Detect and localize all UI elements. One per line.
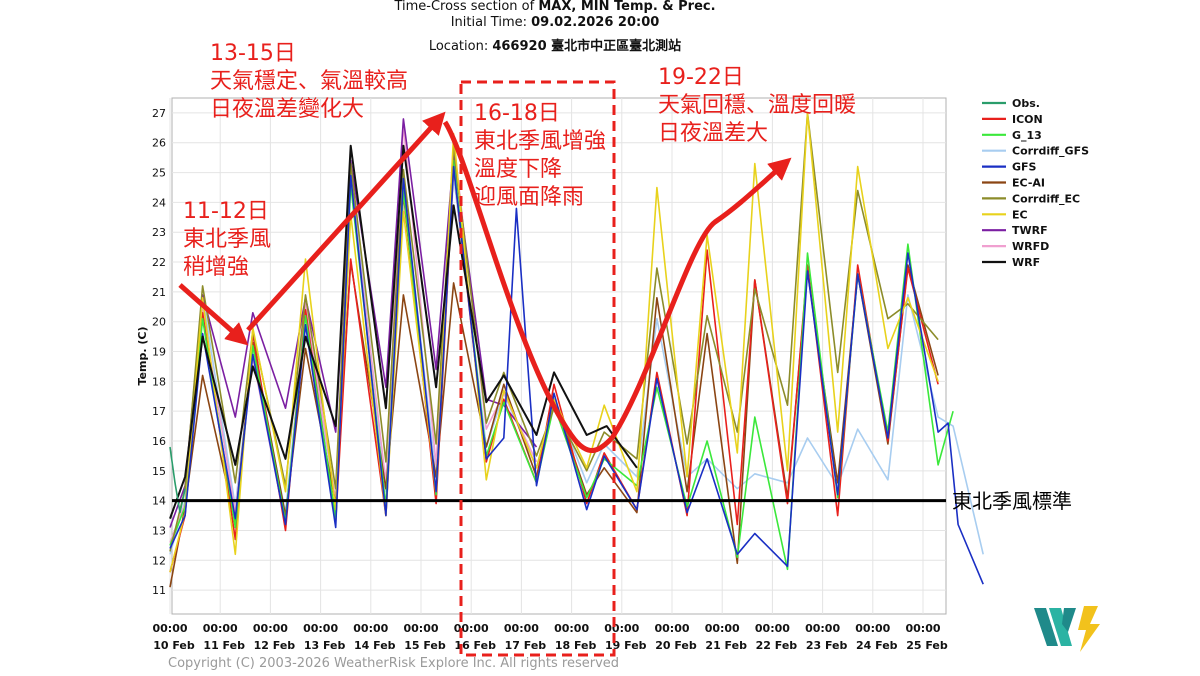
- legend-label: EC-AI: [1012, 177, 1045, 190]
- y-tick-label: 11: [152, 584, 166, 597]
- legend-label: G_13: [1012, 129, 1042, 142]
- x-axis: 00:00 10 Feb 00:00 11 Feb 00:00 12 Feb 00:00 13…: [152, 622, 947, 652]
- x-tick-date: 17 Feb: [505, 639, 547, 652]
- x-tick-time: 00:00: [905, 622, 940, 635]
- copyright: Copyright (C) 2003-2026 WeatherRisk Expl…: [168, 656, 620, 671]
- y-tick-label: 25: [152, 167, 166, 180]
- plot-frame: [171, 97, 947, 615]
- x-tick-time: 00:00: [253, 622, 288, 635]
- y-axis: 11 12 13 14 15 16 17 18 19 20 21 22 23 24 25 26 27 Temp. …: [136, 107, 166, 597]
- x-tick-time: 00:00: [755, 622, 790, 635]
- x-tick-time: 00:00: [203, 622, 238, 635]
- x-tick-time: 00:00: [403, 622, 438, 635]
- x-tick-date: 20 Feb: [655, 639, 697, 652]
- y-tick-label: 12: [152, 554, 166, 567]
- arrow-11-12: [178, 283, 249, 346]
- y-tick-label: 17: [152, 405, 166, 418]
- y-tick-label: 23: [152, 226, 166, 239]
- x-tick-time: 00:00: [554, 622, 589, 635]
- annotation-overlay: [172, 80, 946, 657]
- arrow-13-15: [246, 111, 446, 332]
- legend-label: GFS: [1012, 161, 1037, 174]
- legend-label: WRFD: [1012, 240, 1049, 253]
- x-tick-time: 00:00: [654, 622, 689, 635]
- x-tick-date: 25 Feb: [906, 639, 948, 652]
- x-tick-date: 23 Feb: [806, 639, 848, 652]
- series-ec: [169, 112, 939, 573]
- y-tick-label: 18: [152, 375, 166, 388]
- y-tick-label: 14: [152, 495, 166, 508]
- y-tick-label: 15: [152, 465, 166, 478]
- x-tick-time: 00:00: [504, 622, 539, 635]
- chart-title: Time-Cross section of MAX, MIN Temp. & P…: [394, 0, 716, 14]
- x-tick-time: 00:00: [855, 622, 890, 635]
- x-tick-time: 00:00: [152, 622, 187, 635]
- x-tick-time: 00:00: [604, 622, 639, 635]
- x-tick-date: 22 Feb: [756, 639, 798, 652]
- annotation-13-15: 13-15日 天氣穩定、氣溫較高 日夜溫差變化大: [210, 41, 409, 122]
- x-tick-date: 21 Feb: [705, 639, 747, 652]
- legend-label: Corrdiff_EC: [1012, 192, 1080, 205]
- series-corrdiff-gfs: [169, 165, 984, 555]
- legend-label: WRF: [1012, 256, 1040, 269]
- y-tick-label: 13: [152, 524, 166, 537]
- arrow-16-18-drop: [442, 120, 614, 453]
- highlight-box-16-18: [459, 80, 616, 657]
- arrow-19-22-rise: [609, 157, 792, 440]
- x-tick-time: 00:00: [303, 622, 338, 635]
- location: Location: 466920 臺北市中正區臺北測站: [428, 39, 682, 54]
- x-tick-time: 00:00: [805, 622, 840, 635]
- y-tick-label: 26: [152, 137, 166, 150]
- x-tick-time: 00:00: [353, 622, 388, 635]
- legend-label: Corrdiff_GFS: [1012, 145, 1089, 158]
- y-tick-label: 20: [152, 316, 166, 329]
- y-tick-label: 27: [152, 107, 166, 120]
- x-tick-time: 00:00: [705, 622, 740, 635]
- y-tick-label: 22: [152, 256, 166, 269]
- x-tick-date: 10 Feb: [153, 639, 195, 652]
- y-tick-label: 24: [152, 196, 166, 209]
- annotation-19-22: 19-22日 天氣回穩、溫度回暖 日夜溫差大: [658, 65, 857, 146]
- legend-label: TWRF: [1012, 224, 1048, 237]
- legend-label: EC: [1012, 208, 1028, 221]
- weatherrisk-logo: [1034, 606, 1104, 658]
- x-tick-date: 15 Feb: [404, 639, 446, 652]
- x-tick-date: 11 Feb: [203, 639, 245, 652]
- x-tick-time: 00:00: [454, 622, 489, 635]
- legend-label: Obs.: [1012, 97, 1040, 110]
- x-tick-date: 18 Feb: [555, 639, 597, 652]
- x-tick-date: 24 Feb: [856, 639, 898, 652]
- y-tick-label: 21: [152, 286, 166, 299]
- annotation-16-18: 16-18日 東北季風增強 溫度下降 迎風面降雨: [474, 101, 607, 210]
- x-tick-date: 13 Feb: [304, 639, 346, 652]
- x-tick-date: 12 Feb: [254, 639, 296, 652]
- initial-time: Initial Time: 09.02.2026 20:00: [450, 15, 660, 30]
- x-tick-date: 19 Feb: [605, 639, 647, 652]
- legend-label: ICON: [1012, 113, 1043, 126]
- y-tick-label: 19: [152, 346, 166, 359]
- y-axis-label: Temp. (C): [136, 327, 149, 386]
- x-tick-date: 14 Feb: [354, 639, 396, 652]
- annotation-11-12: 11-12日 東北季風 稍增強: [183, 199, 272, 280]
- legend: Obs. ICON G_13 Corrdiff_GFS GFS EC-AI Corrdiff…: [982, 97, 1089, 269]
- monsoon-threshold-label: 東北季風標準: [952, 489, 1072, 513]
- x-tick-date: 16 Feb: [454, 639, 496, 652]
- y-tick-label: 16: [152, 435, 166, 448]
- series-wrf: [169, 144, 638, 519]
